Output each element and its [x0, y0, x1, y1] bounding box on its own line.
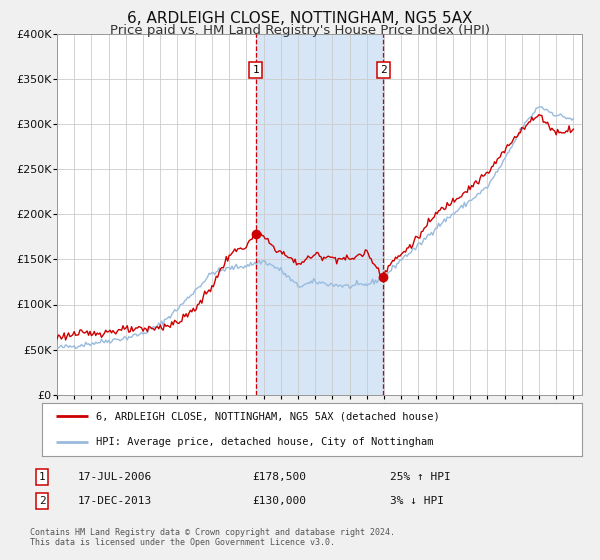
Text: 17-DEC-2013: 17-DEC-2013 — [78, 496, 152, 506]
Text: 1: 1 — [252, 65, 259, 74]
Text: 3% ↓ HPI: 3% ↓ HPI — [390, 496, 444, 506]
Text: Contains HM Land Registry data © Crown copyright and database right 2024.
This d: Contains HM Land Registry data © Crown c… — [30, 528, 395, 547]
Text: 25% ↑ HPI: 25% ↑ HPI — [390, 472, 451, 482]
Text: Price paid vs. HM Land Registry's House Price Index (HPI): Price paid vs. HM Land Registry's House … — [110, 24, 490, 37]
Bar — [256, 34, 383, 395]
Text: 2: 2 — [380, 65, 387, 74]
Text: £178,500: £178,500 — [252, 472, 306, 482]
Text: HPI: Average price, detached house, City of Nottingham: HPI: Average price, detached house, City… — [96, 436, 433, 446]
Text: 17-JUL-2006: 17-JUL-2006 — [78, 472, 152, 482]
Text: 2: 2 — [38, 496, 46, 506]
Text: 6, ARDLEIGH CLOSE, NOTTINGHAM, NG5 5AX: 6, ARDLEIGH CLOSE, NOTTINGHAM, NG5 5AX — [127, 11, 473, 26]
Text: 6, ARDLEIGH CLOSE, NOTTINGHAM, NG5 5AX (detached house): 6, ARDLEIGH CLOSE, NOTTINGHAM, NG5 5AX (… — [96, 412, 440, 422]
Text: £130,000: £130,000 — [252, 496, 306, 506]
Text: 1: 1 — [38, 472, 46, 482]
